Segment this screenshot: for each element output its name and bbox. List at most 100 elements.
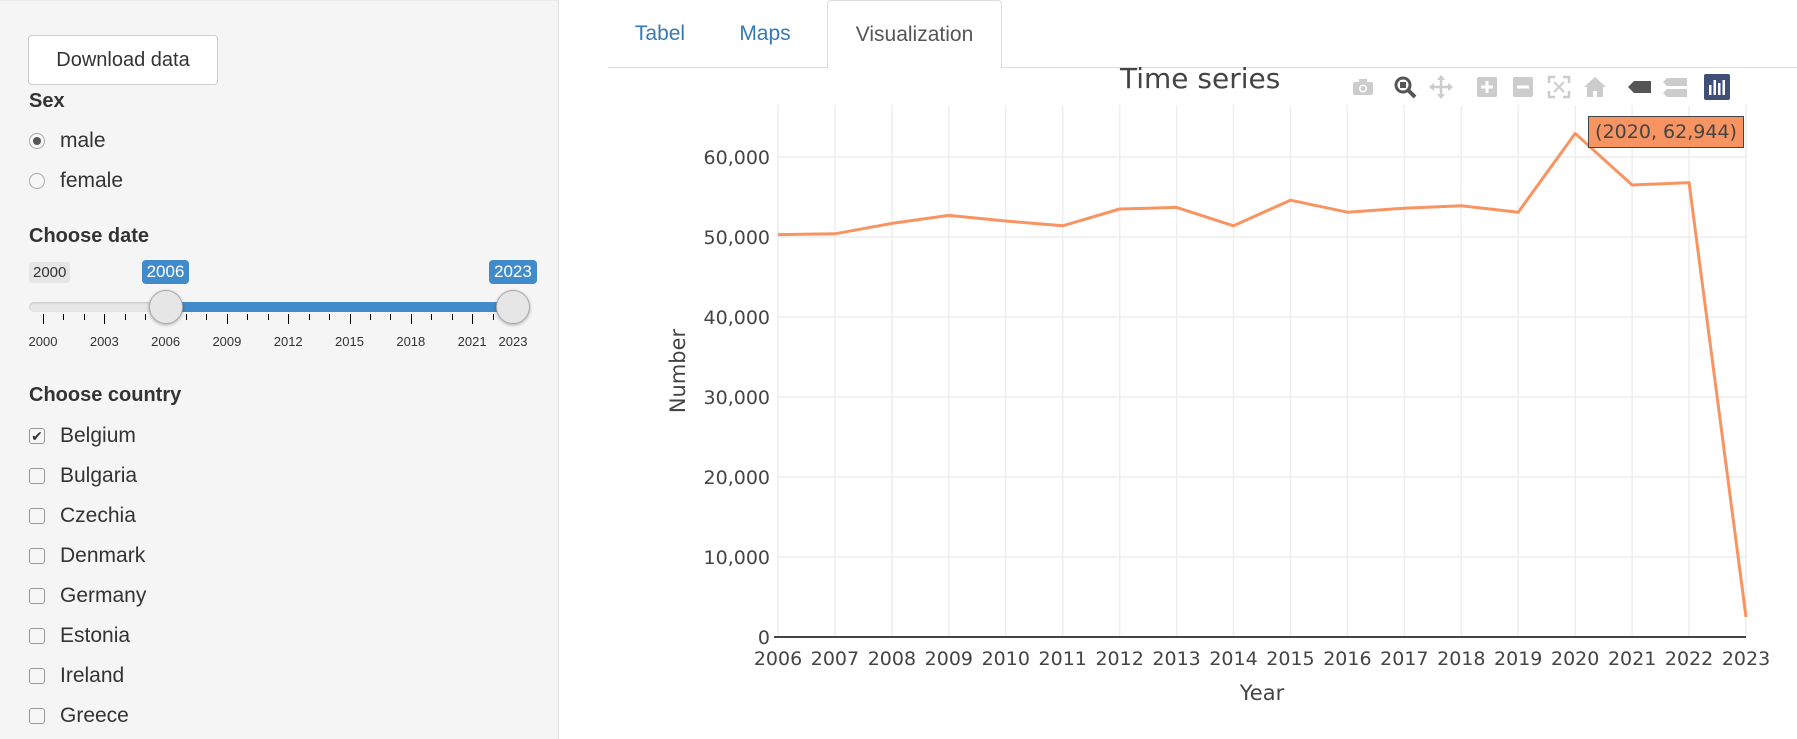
checkbox-label: Bulgaria [60, 464, 138, 487]
chart-axes: 2006 2007 2008 2009 2010 2011 2012 2013 2014 2015… [704, 147, 1771, 670]
slider-tick [349, 314, 351, 324]
x-tick-label: 2007 [811, 648, 859, 670]
country-option-bulgaria[interactable]: Bulgaria [29, 461, 137, 491]
slider-handle-to[interactable] [496, 290, 530, 324]
slider-tick [410, 314, 412, 324]
slider-tick [124, 314, 126, 320]
country-option-denmark[interactable]: Denmark [29, 541, 145, 571]
data-point[interactable] [1456, 201, 1466, 211]
country-option-belgium[interactable]: ✔ Belgium [29, 421, 136, 451]
data-point[interactable] [1513, 207, 1523, 217]
y-tick-label: 10,000 [704, 547, 770, 569]
date-range-slider[interactable]: 2000 2006 2023 2000 2003 2006 2009 2012 2015 2… [29, 258, 537, 353]
slider-min-label: 2000 [29, 262, 71, 283]
checkbox[interactable] [29, 508, 45, 524]
data-point[interactable] [1285, 195, 1295, 205]
hover-closest-icon[interactable] [1626, 74, 1652, 100]
y-tick-label: 50,000 [704, 227, 770, 249]
checkbox[interactable] [29, 668, 45, 684]
x-tick-label: 2015 [1266, 648, 1314, 670]
y-tick-label: 20,000 [704, 467, 770, 489]
zoom-in-icon[interactable] [1474, 74, 1500, 100]
checkbox-label: Czechia [60, 504, 136, 527]
checkbox[interactable] [29, 548, 45, 564]
checkbox-label: Ireland [60, 664, 125, 687]
slider-tick-label: 2021 [457, 334, 487, 349]
checkbox[interactable] [29, 628, 45, 644]
data-point[interactable] [1627, 180, 1637, 190]
radio-male[interactable]: male [29, 126, 106, 156]
country-option-estonia[interactable]: Estonia [29, 621, 130, 651]
zoom-out-icon[interactable] [1510, 74, 1536, 100]
plotly-logo-icon[interactable] [1704, 74, 1730, 100]
data-point[interactable] [1741, 612, 1751, 622]
checkbox[interactable]: ✔ [29, 428, 45, 444]
slider-tick-label: 2012 [273, 334, 303, 349]
data-point[interactable] [1684, 178, 1694, 188]
data-point[interactable] [1342, 207, 1352, 217]
tab-tabel[interactable]: Tabel [634, 22, 686, 45]
series-line[interactable] [777, 131, 1748, 618]
data-point[interactable] [887, 218, 897, 228]
radio-label: male [60, 129, 106, 152]
x-tick-label: 2016 [1323, 648, 1371, 670]
slider-tick [369, 314, 371, 320]
tab-maps[interactable]: Maps [739, 22, 791, 45]
slider-tick [431, 314, 433, 320]
download-data-button[interactable]: Download data [28, 35, 218, 85]
data-point[interactable] [830, 229, 840, 239]
x-tick-label: 2023 [1722, 648, 1770, 670]
home-icon[interactable] [1582, 74, 1608, 100]
pan-icon[interactable] [1428, 74, 1454, 100]
slider-tick [451, 314, 453, 320]
slider-tick-label: 2015 [335, 334, 364, 349]
slider-tick [206, 314, 208, 320]
data-point[interactable] [1058, 221, 1068, 231]
chart-title: Time series [1120, 62, 1281, 95]
line-chart[interactable]: 2006 2007 2008 2009 2010 2011 2012 2013 2014 2015… [608, 80, 1797, 720]
slider-from-label: 2006 [141, 260, 190, 284]
data-point[interactable] [1570, 128, 1580, 138]
data-point[interactable] [1399, 203, 1409, 213]
slider-tick [472, 314, 474, 324]
radio-female[interactable]: female [29, 166, 123, 196]
data-point[interactable] [1172, 202, 1182, 212]
data-point[interactable] [944, 210, 954, 220]
x-tick-label: 2018 [1437, 648, 1485, 670]
slider-tick [145, 314, 147, 320]
y-tick-label: 0 [758, 627, 770, 649]
zoom-icon[interactable] [1392, 74, 1418, 100]
x-tick-label: 2022 [1665, 648, 1713, 670]
plot-modebar [1350, 74, 1790, 100]
checkbox-label: Greece [60, 704, 129, 727]
checkbox[interactable] [29, 708, 45, 724]
slider-tick-label: 2009 [212, 334, 242, 349]
country-option-czechia[interactable]: Czechia [29, 501, 136, 531]
choose-country-label: Choose country [29, 384, 182, 406]
slider-handle-from[interactable] [148, 290, 183, 324]
slider-tick [329, 314, 331, 320]
camera-icon[interactable] [1350, 74, 1376, 100]
hover-compare-icon[interactable] [1662, 74, 1688, 100]
radio-button[interactable] [29, 173, 45, 189]
country-option-ireland[interactable]: Ireland [29, 661, 124, 691]
radio-button[interactable] [29, 133, 45, 149]
checkbox[interactable] [29, 468, 45, 484]
x-tick-label: 2020 [1551, 648, 1599, 670]
autoscale-icon[interactable] [1546, 74, 1572, 100]
slider-tick [247, 314, 249, 320]
checkbox-label: Belgium [60, 424, 136, 447]
data-point[interactable] [1115, 204, 1125, 214]
slider-tick [288, 314, 290, 324]
x-tick-label: 2017 [1380, 648, 1428, 670]
tab-visualization[interactable]: Visualization [827, 0, 1002, 69]
data-point[interactable] [1001, 216, 1011, 226]
slider-selected-range[interactable] [165, 302, 513, 312]
data-point[interactable] [1229, 221, 1239, 231]
data-point[interactable] [773, 230, 783, 240]
country-option-greece[interactable]: Greece [29, 701, 129, 731]
x-tick-label: 2009 [925, 648, 973, 670]
country-option-germany[interactable]: Germany [29, 581, 146, 611]
checkbox-label: Denmark [60, 544, 146, 567]
checkbox[interactable] [29, 588, 45, 604]
